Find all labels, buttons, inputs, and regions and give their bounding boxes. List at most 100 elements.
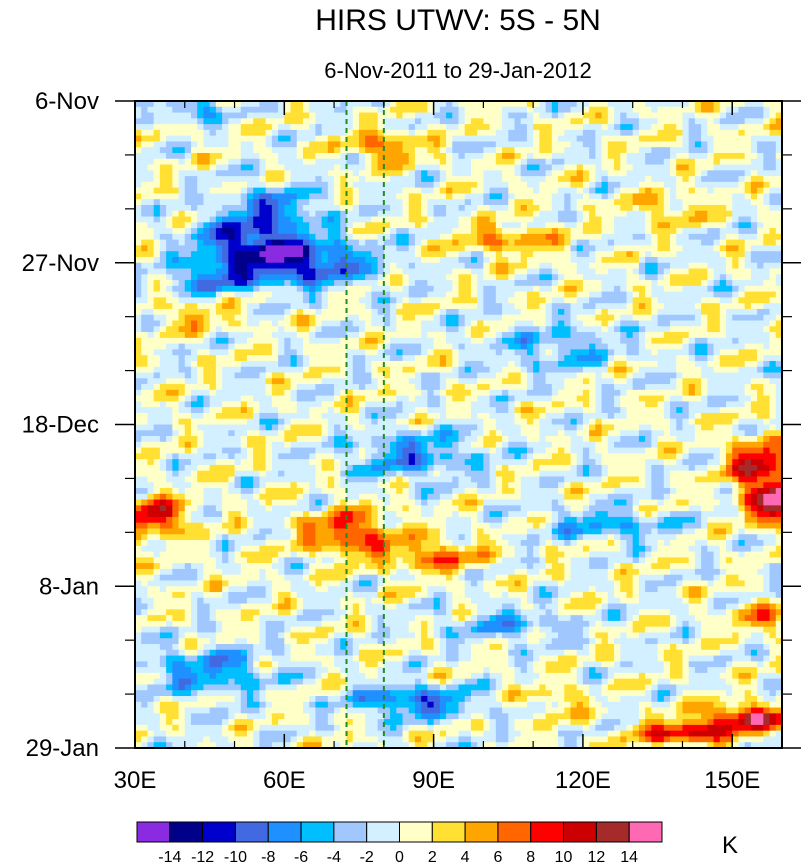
contour-cell [651, 147, 659, 154]
contour-cell [439, 164, 447, 171]
contour-cell [601, 245, 609, 252]
contour-cell [402, 239, 410, 247]
contour-cell [446, 360, 453, 368]
contour-cell [352, 239, 360, 247]
contour-cell [533, 147, 540, 154]
contour-cell [135, 210, 142, 218]
contour-cell [626, 239, 634, 247]
contour-cell [626, 256, 634, 264]
contour-cell [707, 239, 715, 247]
contour-cell [315, 256, 323, 264]
contour-cell [408, 129, 416, 137]
contour-cell [433, 228, 441, 235]
contour-cell [589, 268, 596, 275]
contour-cell [290, 355, 298, 362]
contour-cell [371, 222, 379, 229]
contour-cell [632, 106, 640, 114]
contour-cell [682, 216, 690, 223]
contour-cell [570, 193, 578, 200]
contour-cell [284, 187, 292, 195]
contour-cell [607, 152, 615, 160]
contour-cell [396, 366, 404, 374]
contour-cell [296, 326, 304, 333]
contour-cell [464, 228, 472, 235]
contour-cell [670, 337, 677, 345]
contour-cell [707, 337, 715, 345]
contour-cell [726, 170, 733, 177]
contour-cell [533, 124, 540, 131]
contour-cell [340, 349, 348, 356]
contour-cell [620, 135, 628, 143]
contour-cell [197, 216, 205, 223]
contour-cell [489, 193, 497, 200]
contour-cell [663, 222, 671, 229]
contour-cell [626, 274, 634, 281]
contour-cell [713, 135, 721, 143]
contour-cell [135, 268, 142, 275]
contour-cell [302, 164, 310, 171]
contour-cell [371, 343, 379, 351]
contour-cell [663, 337, 671, 345]
contour-cell [694, 372, 702, 379]
contour-cell [178, 245, 186, 252]
contour-cell [645, 158, 652, 166]
contour-cell [414, 152, 422, 160]
contour-cell [321, 239, 329, 247]
contour-cell [327, 314, 335, 322]
contour-cell [408, 326, 416, 333]
contour-cell [551, 135, 559, 143]
contour-cell [290, 129, 298, 137]
contour-cell [383, 135, 391, 143]
contour-cell [190, 308, 198, 316]
contour-cell [296, 228, 304, 235]
contour-cell [253, 285, 261, 293]
contour-cell [558, 251, 565, 258]
contour-cell [427, 176, 435, 183]
contour-cell [234, 337, 242, 345]
contour-cell [701, 152, 708, 160]
contour-cell [520, 349, 528, 356]
contour-cell [757, 355, 764, 362]
contour-cell [670, 210, 677, 218]
contour-cell [365, 187, 372, 195]
contour-cell [682, 239, 690, 247]
contour-cell [607, 366, 615, 374]
contour-cell [190, 181, 198, 189]
contour-cell [184, 170, 192, 177]
contour-cell [321, 216, 329, 223]
contour-cell [371, 187, 379, 195]
contour-cell [502, 176, 509, 183]
contour-cell [670, 291, 677, 299]
contour-cell [446, 239, 453, 247]
contour-cell [327, 320, 335, 327]
contour-cell [750, 164, 758, 171]
contour-cell [215, 216, 223, 223]
contour-cell [763, 337, 771, 345]
contour-cell [564, 372, 572, 379]
contour-cell [327, 106, 335, 114]
contour-cell [290, 308, 298, 316]
contour-cell [576, 320, 584, 327]
contour-cell [533, 158, 540, 166]
contour-cell [558, 297, 565, 304]
contour-cell [135, 141, 142, 148]
contour-cell [259, 245, 267, 252]
contour-cell [365, 332, 372, 339]
contour-cell [178, 222, 186, 229]
contour-cell [726, 297, 733, 304]
contour-cell [477, 268, 484, 275]
contour-cell [707, 366, 715, 374]
contour-cell [775, 355, 782, 362]
contour-cell [526, 343, 534, 351]
contour-cell [197, 176, 205, 183]
contour-cell [458, 129, 466, 137]
contour-cell [153, 181, 161, 189]
contour-cell [670, 199, 677, 206]
contour-cell [595, 308, 603, 316]
contour-cell [309, 291, 317, 299]
contour-cell [520, 181, 528, 189]
contour-cell [564, 337, 572, 345]
contour-cell [713, 204, 721, 212]
contour-cell [290, 158, 298, 166]
contour-cell [159, 256, 167, 264]
